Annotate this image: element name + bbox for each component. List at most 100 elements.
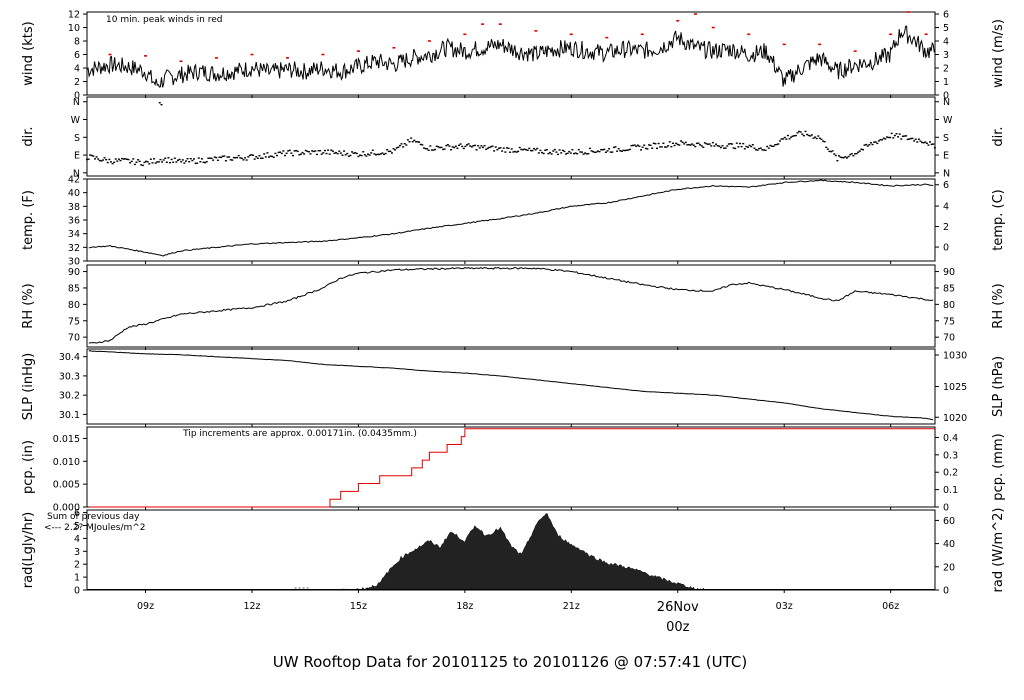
pcp-series — [88, 428, 935, 508]
dir-point — [173, 157, 176, 159]
dir-point — [703, 142, 706, 144]
dir-point — [686, 144, 689, 146]
dir-point — [929, 141, 932, 143]
dir-point — [632, 144, 635, 147]
dir-point — [231, 159, 234, 161]
dir-point — [359, 154, 362, 156]
dir-point — [220, 156, 223, 159]
dir-point — [533, 147, 536, 150]
dir-point — [866, 145, 869, 147]
dir-point — [614, 146, 617, 148]
dir-point — [857, 151, 860, 153]
dir-point — [504, 151, 507, 153]
dir-point — [352, 152, 355, 154]
temp-series-line — [88, 179, 934, 257]
dir-point — [477, 145, 480, 147]
dir-point — [552, 150, 555, 152]
dir-point — [620, 150, 623, 153]
panel-pcp: 0.000 0.005 0.010 0.015 0 0.1 0.2 0.3 0.4 pcp. (i… — [21, 426, 1006, 514]
dir-point — [882, 137, 885, 139]
rad-left-tick-label: 5 — [74, 521, 80, 532]
dir-point — [644, 147, 647, 150]
dir-point — [707, 143, 710, 145]
dir-point — [426, 148, 429, 150]
dir-point — [884, 138, 887, 140]
dir-point — [687, 143, 690, 146]
dir-point — [416, 141, 419, 143]
dir-point — [665, 146, 668, 148]
time-tick-label: 00z — [666, 620, 690, 635]
dir-point — [649, 144, 652, 147]
dir-point — [588, 147, 591, 150]
dir-point — [351, 151, 354, 153]
dir-point — [169, 161, 172, 164]
dir-point — [109, 161, 112, 163]
wind-peak-mark — [215, 57, 219, 59]
dir-point — [668, 141, 671, 143]
dir-point — [711, 141, 714, 144]
rad-right-tick-label: 40 — [943, 539, 955, 550]
dir-point — [541, 151, 544, 154]
dir-point — [159, 158, 162, 161]
dir-point — [622, 149, 625, 152]
dir-point — [330, 149, 333, 151]
dir-point — [601, 149, 604, 151]
pcp-right-tick-label: 0.3 — [943, 450, 958, 461]
dir-point — [95, 156, 98, 158]
dir-point — [663, 146, 666, 148]
wind-right-tick-label: 2 — [943, 64, 949, 75]
dir-point — [382, 153, 385, 156]
rad-right-label: rad (W/m^2) — [991, 508, 1006, 593]
dir-left-tick-label: N — [73, 97, 80, 108]
dir-point — [253, 158, 256, 160]
dir-point — [365, 155, 368, 157]
wind-peak-mark — [747, 33, 751, 36]
time-tick-label: 03z — [776, 601, 793, 612]
wind-right-tick-label: 4 — [943, 37, 949, 48]
dir-point — [783, 136, 786, 139]
pcp-right-tick-label: 0.2 — [943, 468, 958, 479]
dir-point — [692, 144, 695, 146]
dir-point — [772, 145, 775, 148]
dir-point — [448, 145, 451, 147]
dir-point — [721, 145, 724, 147]
dir-point — [192, 158, 195, 160]
temp-right-label: temp. (C) — [991, 189, 1006, 251]
dir-point — [347, 155, 350, 157]
rad-left-label: rad(Lgly/hr) — [21, 512, 36, 588]
dir-point — [810, 134, 813, 136]
dir-point — [282, 150, 285, 152]
dir-point — [188, 160, 191, 163]
dir-point — [258, 154, 261, 157]
dir-point — [349, 154, 352, 157]
wind-peak-mark — [924, 33, 928, 36]
dir-point — [400, 143, 403, 145]
dir-point — [279, 151, 282, 153]
dir-point — [507, 147, 510, 149]
dir-point — [170, 158, 173, 161]
wind-peak-mark — [605, 36, 609, 39]
dir-point — [927, 144, 930, 146]
dir-right-tick-label: S — [943, 133, 949, 144]
dir-point — [699, 144, 702, 146]
dir-point — [683, 143, 686, 145]
dir-point — [149, 158, 152, 160]
dir-point — [274, 152, 277, 155]
dir-point — [405, 144, 408, 146]
temp-left-label: temp. (F) — [21, 190, 36, 250]
dir-point — [571, 149, 574, 151]
dir-point — [577, 148, 580, 151]
rad-annotation-line2: <--- 2.2? MJoules/m^2 — [44, 523, 146, 533]
dir-point — [737, 146, 740, 148]
wind-peak-mark — [906, 11, 910, 13]
wind-frame — [86, 11, 936, 96]
dir-point — [734, 147, 737, 150]
wind-peak-mark — [356, 50, 360, 52]
dir-point — [481, 146, 484, 149]
rad-annotation-line1: Sum of previous day — [47, 512, 140, 522]
dir-point — [549, 151, 552, 154]
wind-peak-mark — [640, 33, 644, 36]
dir-point — [473, 144, 476, 147]
dir-point — [269, 155, 272, 157]
dir-frame — [86, 96, 936, 177]
